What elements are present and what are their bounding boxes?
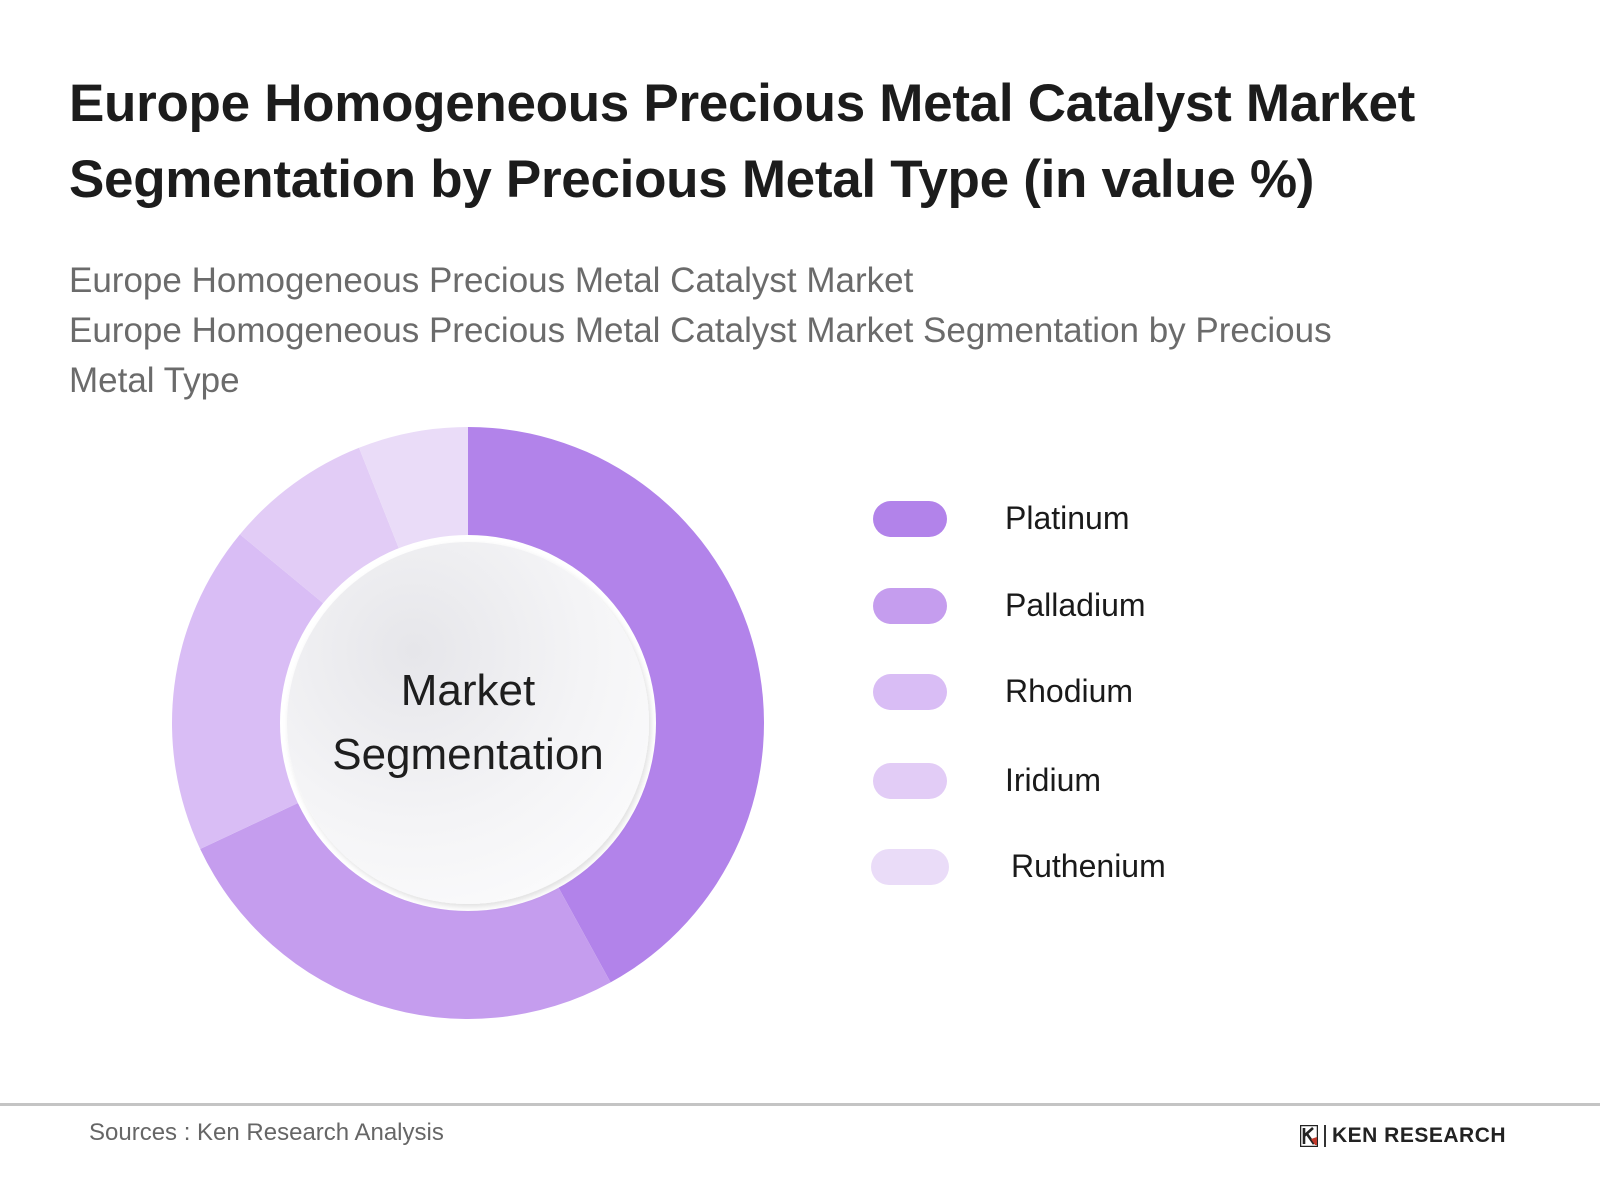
legend-label-iridium: Iridium: [1005, 762, 1102, 798]
donut-svg: [172, 427, 765, 1019]
slice-iridium[interactable]: [239, 447, 402, 609]
legend-item-palladium[interactable]: Palladium: [873, 587, 1146, 624]
ken-research-logo-icon: [1300, 1125, 1318, 1147]
footer-divider: [0, 1103, 1600, 1106]
subtitle-line-1: Europe Homogeneous Precious Metal Cataly…: [69, 261, 914, 300]
legend-label-rhodium: Rhodium: [1005, 673, 1134, 709]
subtitle-line-3: Metal Type: [69, 361, 240, 400]
source-note: Sources : Ken Research Analysis: [89, 1119, 444, 1146]
subtitle-line-2: Europe Homogeneous Precious Metal Cataly…: [69, 311, 1332, 350]
legend-swatch-palladium: [873, 587, 947, 624]
legend-swatch-rhodium: [873, 673, 947, 710]
legend-label-ruthenium: Ruthenium: [1011, 848, 1166, 884]
legend-swatch-platinum: [873, 500, 947, 537]
logo-separator: [1324, 1125, 1326, 1147]
legend-item-iridium[interactable]: Iridium: [873, 762, 1101, 799]
legend-label-palladium: Palladium: [1005, 587, 1146, 623]
slice-palladium[interactable]: [200, 799, 611, 1019]
legend-item-ruthenium[interactable]: Ruthenium: [871, 848, 1166, 885]
legend-swatch-ruthenium: [871, 848, 949, 885]
slice-platinum[interactable]: [468, 427, 765, 983]
chart-title-line-1: Europe Homogeneous Precious Metal Cataly…: [69, 74, 1415, 133]
slice-ruthenium[interactable]: [359, 427, 468, 556]
ken-research-logo: KEN RESEARCH: [1300, 1124, 1506, 1148]
chart-title: Europe Homogeneous Precious Metal Cataly…: [69, 66, 1529, 218]
chart-subtitle: Europe Homogeneous Precious Metal Cataly…: [69, 256, 1489, 406]
legend-item-platinum[interactable]: Platinum: [873, 500, 1130, 537]
legend-label-platinum: Platinum: [1005, 500, 1130, 536]
chart-title-line-2: Segmentation by Precious Metal Type (in …: [69, 150, 1315, 209]
donut-chart: Market Segmentation: [170, 425, 766, 1021]
brand-name: KEN RESEARCH: [1332, 1124, 1507, 1147]
legend-swatch-iridium: [873, 762, 947, 799]
center-disc: [287, 542, 649, 904]
legend-item-rhodium[interactable]: Rhodium: [873, 673, 1133, 710]
donut-slices: [172, 427, 765, 1019]
